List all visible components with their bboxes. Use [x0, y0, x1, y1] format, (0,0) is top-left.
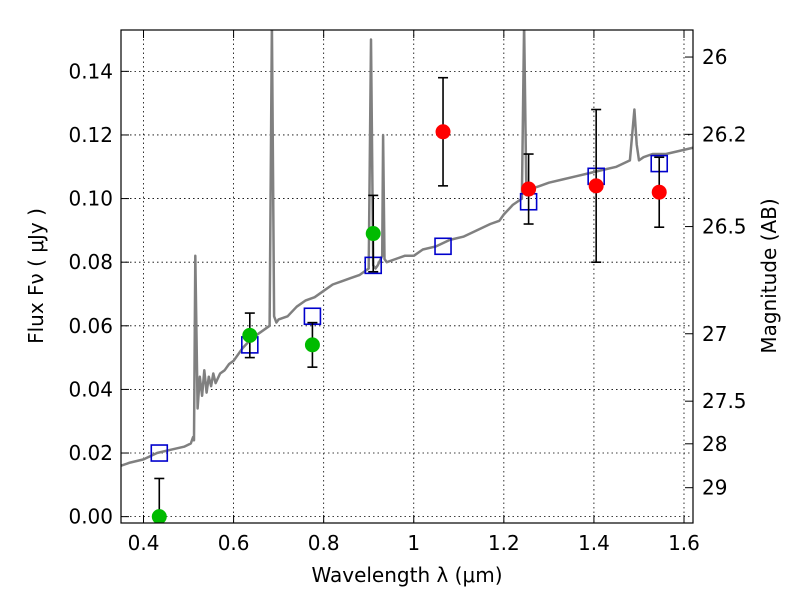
y-axis-label-right: Magnitude (AB)	[757, 198, 781, 353]
magnitude-tick-label: 26.5	[702, 215, 747, 239]
plot-frame	[120, 29, 694, 524]
y-tick-label: 0.04	[68, 377, 113, 401]
model-square-point	[150, 444, 169, 462]
observed-flux-point	[151, 509, 167, 523]
x-tick-label: 1.4	[578, 531, 610, 555]
y-tick-label: 0.08	[68, 250, 113, 274]
x-tick-label: 0.6	[218, 531, 250, 555]
y-tick-label: 0.10	[68, 187, 113, 211]
magnitude-tick-label: 27.5	[702, 389, 747, 413]
x-tick-label: 0.4	[128, 531, 160, 555]
y-tick-label: 0.00	[68, 505, 113, 529]
observed-flux-point	[521, 181, 537, 197]
axes: 0.4 0.6 0.8 1 1.2 1.4 1.6 0.00 0.02 0.04 0.06 0.08 0…	[68, 30, 747, 555]
magnitude-tick-label: 28	[702, 432, 727, 456]
x-tick-label: 1.6	[668, 531, 700, 555]
observed-flux-point	[242, 327, 258, 343]
y-tick-label: 0.02	[68, 441, 113, 465]
grid	[121, 30, 693, 523]
observed-flux-point	[365, 226, 381, 242]
observed-flux-point	[588, 178, 604, 194]
y-tick-label: 0.14	[68, 59, 113, 83]
spectrum-line	[121, 30, 693, 467]
magnitude-tick-label: 26.2	[702, 122, 747, 146]
observed-flux-point	[435, 124, 451, 140]
plot-area	[121, 30, 693, 523]
x-tick-label: 1	[407, 531, 420, 555]
y-axis-label-left: Flux Fν ( μJy )	[24, 208, 48, 344]
observed-flux-point	[304, 337, 320, 353]
observed-flux-point	[651, 184, 667, 200]
x-tick-label: 1.2	[488, 531, 520, 555]
y-tick-label: 0.12	[68, 123, 113, 147]
magnitude-tick-label: 29	[702, 476, 727, 500]
y-tick-label: 0.06	[68, 314, 113, 338]
magnitude-tick-label: 27	[702, 322, 727, 346]
model-square-point	[434, 237, 452, 256]
x-axis-label: Wavelength λ (μm)	[311, 563, 502, 587]
magnitude-tick-label: 26	[702, 45, 727, 69]
x-tick-label: 0.8	[308, 531, 340, 555]
